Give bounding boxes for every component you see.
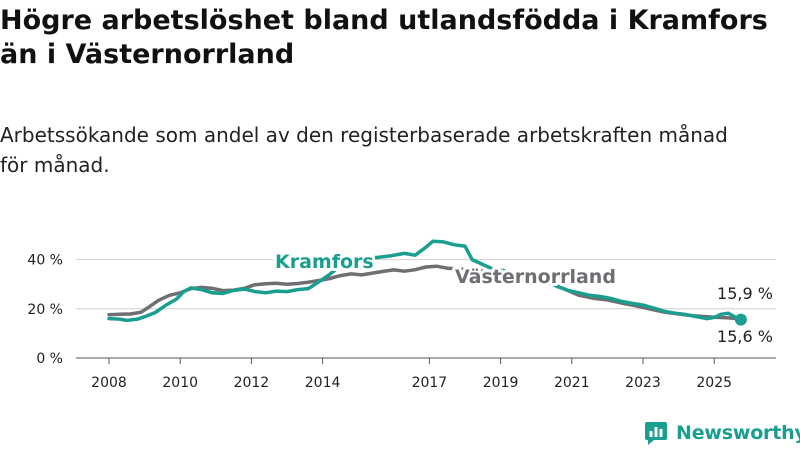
series-label-kramfors: Kramfors [275,251,374,273]
x-tick-label: 2014 [305,375,341,391]
x-tick-label: 2021 [554,375,590,391]
y-tick-label: 0 % [36,351,63,367]
x-tick-label: 2008 [91,375,127,391]
chart-subtitle: Arbetssökande som andel av den registerb… [0,123,728,177]
series-end-marker-kramfors [734,313,747,326]
newsworthy-logo-icon [645,422,667,445]
x-tick-label: 2019 [483,375,519,391]
y-tick-label: 40 % [27,253,63,269]
chart-title: Högre arbetslöshet bland utlandsfödda i … [0,5,768,70]
end-value-label-vasternorrland: 15,9 % [717,284,773,303]
x-tick-label: 2023 [625,375,661,391]
chart-labels: Kramfors Västernorrland 15,9 % 15,6 % [272,248,773,346]
x-tick-label: 2025 [696,375,732,391]
chart-series [107,239,747,326]
x-axis: 2008 2010 2012 2014 2017 2019 2021 2023 2025 [76,357,776,391]
series-line-kramfors [107,239,743,323]
newsworthy-logo-text: Newsworthy [676,422,800,444]
series-line-västernorrland [107,264,743,321]
y-axis-labels: 0 % 20 % 40 % [27,253,63,367]
end-value-label-kramfors: 15,6 % [717,327,773,346]
x-tick-label: 2012 [234,375,270,391]
newsworthy-logo[interactable]: Newsworthy [644,418,800,448]
y-tick-label: 20 % [27,302,63,318]
x-tick-label: 2010 [162,375,198,391]
series-label-vasternorrland: Västernorrland [455,266,616,288]
x-tick-label: 2017 [412,375,448,391]
